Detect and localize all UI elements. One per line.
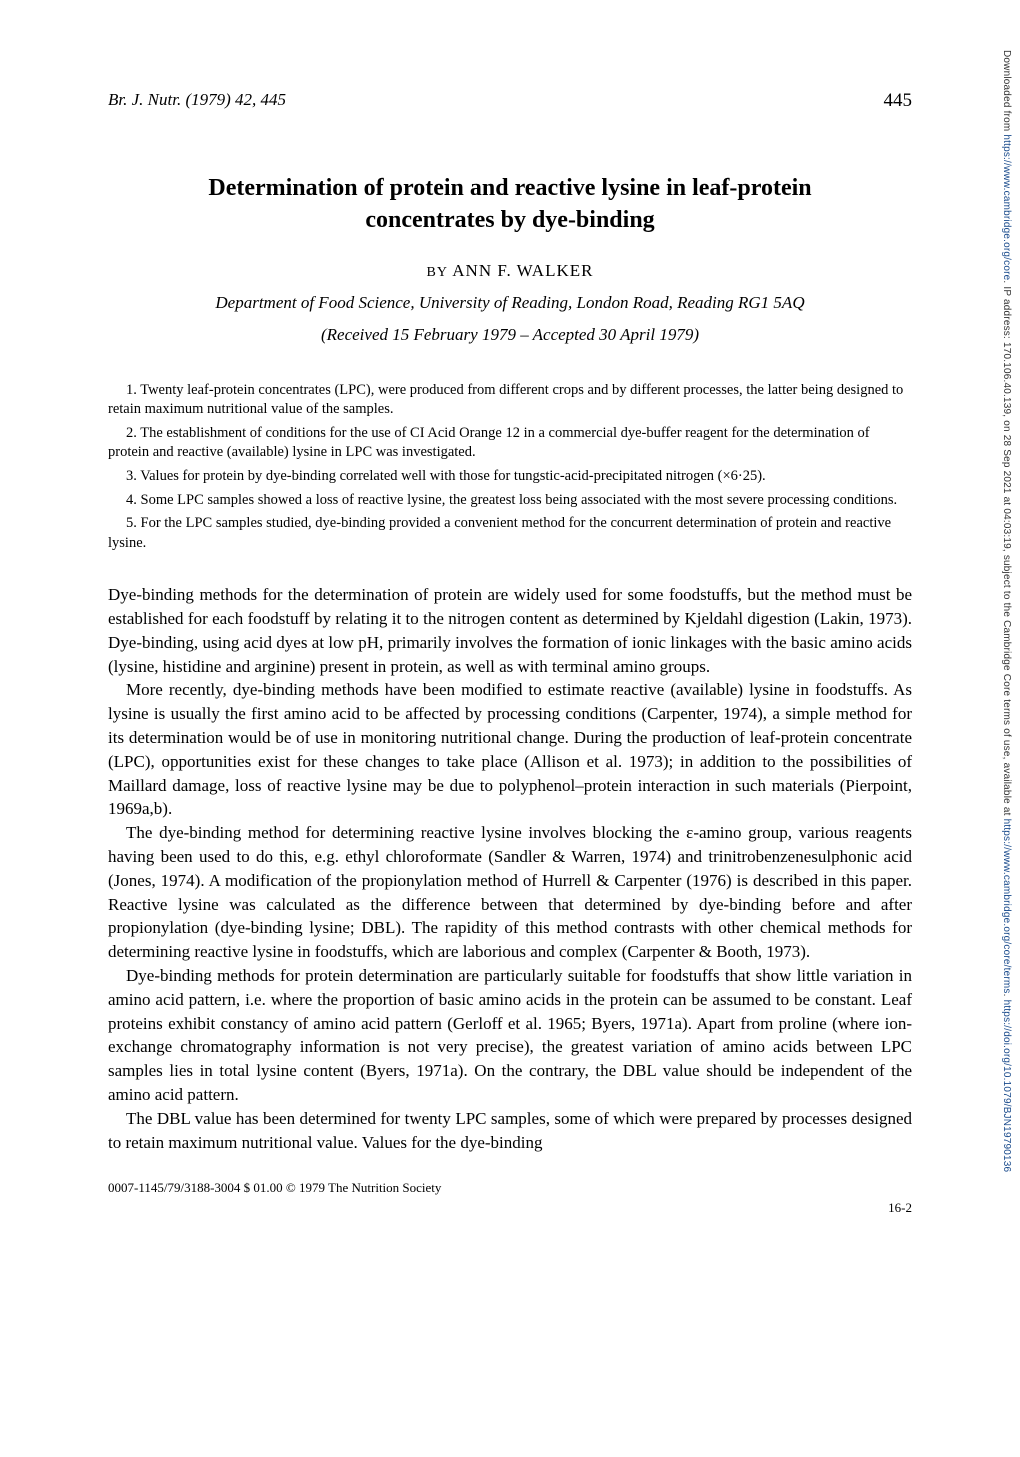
by-label: BY: [427, 265, 448, 280]
abstract-item-2: 2. The establishment of conditions for t…: [108, 424, 912, 463]
abstract-item-1: 1. Twenty leaf-protein concentrates (LPC…: [108, 381, 912, 420]
author-name: ANN F. WALKER: [452, 261, 593, 280]
body-paragraph-4: Dye-binding methods for protein determin…: [108, 964, 912, 1107]
copyright-line: 0007-1145/79/3188-3004 $ 01.00 © 1979 Th…: [108, 1180, 912, 1196]
abstract-item-4: 4. Some LPC samples showed a loss of rea…: [108, 491, 912, 511]
signature-mark: 16-2: [888, 1200, 912, 1216]
body-text: Dye-binding methods for the determinatio…: [108, 583, 912, 1154]
affiliation: Department of Food Science, University o…: [108, 293, 912, 313]
side-mid1: . IP address: 170.106.40.139, on 28 Sep …: [1001, 280, 1012, 818]
side-link-core[interactable]: https://www.cambridge.org/core: [1001, 134, 1012, 280]
abstract-item-3: 3. Values for protein by dye-binding cor…: [108, 467, 912, 487]
body-paragraph-1: Dye-binding methods for the determinatio…: [108, 583, 912, 678]
body-paragraph-3: The dye-binding method for determining r…: [108, 821, 912, 964]
article-title: Determination of protein and reactive ly…: [160, 172, 860, 237]
download-sidebar: Downloaded from https://www.cambridge.or…: [1001, 50, 1012, 1172]
byline: BY ANN F. WALKER: [108, 261, 912, 281]
abstract-item-5: 5. For the LPC samples studied, dye-bind…: [108, 514, 912, 553]
journal-reference: Br. J. Nutr. (1979) 42, 445: [108, 90, 286, 112]
side-link-doi[interactable]: https://doi.org/10.1079/BJN19790136: [1001, 1000, 1012, 1173]
side-link-terms[interactable]: https://www.cambridge.org/core/terms: [1001, 819, 1012, 994]
abstract: 1. Twenty leaf-protein concentrates (LPC…: [108, 381, 912, 554]
side-prefix: Downloaded from: [1001, 50, 1012, 134]
received-accepted-dates: (Received 15 February 1979 – Accepted 30…: [108, 325, 912, 345]
page: Downloaded from https://www.cambridge.or…: [0, 0, 1020, 1246]
running-header: Br. J. Nutr. (1979) 42, 445 445: [108, 90, 912, 112]
page-number: 445: [884, 90, 913, 112]
body-paragraph-2: More recently, dye-binding methods have …: [108, 678, 912, 821]
body-paragraph-5: The DBL value has been determined for tw…: [108, 1107, 912, 1155]
